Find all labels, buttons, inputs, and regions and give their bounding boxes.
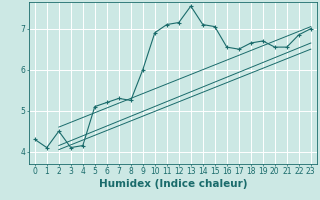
X-axis label: Humidex (Indice chaleur): Humidex (Indice chaleur) bbox=[99, 179, 247, 189]
